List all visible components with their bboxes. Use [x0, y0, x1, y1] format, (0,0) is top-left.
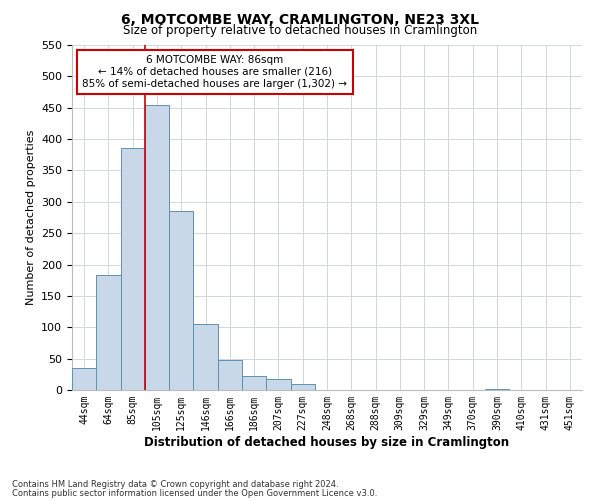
Bar — [96, 275, 121, 390]
Bar — [485, 388, 509, 390]
Bar — [72, 368, 96, 390]
Text: Contains HM Land Registry data © Crown copyright and database right 2024.: Contains HM Land Registry data © Crown c… — [12, 480, 338, 489]
Text: 6 MOTCOMBE WAY: 86sqm
← 14% of detached houses are smaller (216)
85% of semi-det: 6 MOTCOMBE WAY: 86sqm ← 14% of detached … — [82, 56, 347, 88]
X-axis label: Distribution of detached houses by size in Cramlington: Distribution of detached houses by size … — [145, 436, 509, 448]
Bar — [266, 378, 290, 390]
Bar — [218, 360, 242, 390]
Text: Contains public sector information licensed under the Open Government Licence v3: Contains public sector information licen… — [12, 489, 377, 498]
Bar — [145, 104, 169, 390]
Y-axis label: Number of detached properties: Number of detached properties — [26, 130, 35, 305]
Bar — [193, 324, 218, 390]
Text: Size of property relative to detached houses in Cramlington: Size of property relative to detached ho… — [123, 24, 477, 37]
Bar — [121, 148, 145, 390]
Bar — [290, 384, 315, 390]
Bar — [242, 376, 266, 390]
Text: 6, MOTCOMBE WAY, CRAMLINGTON, NE23 3XL: 6, MOTCOMBE WAY, CRAMLINGTON, NE23 3XL — [121, 12, 479, 26]
Bar — [169, 211, 193, 390]
